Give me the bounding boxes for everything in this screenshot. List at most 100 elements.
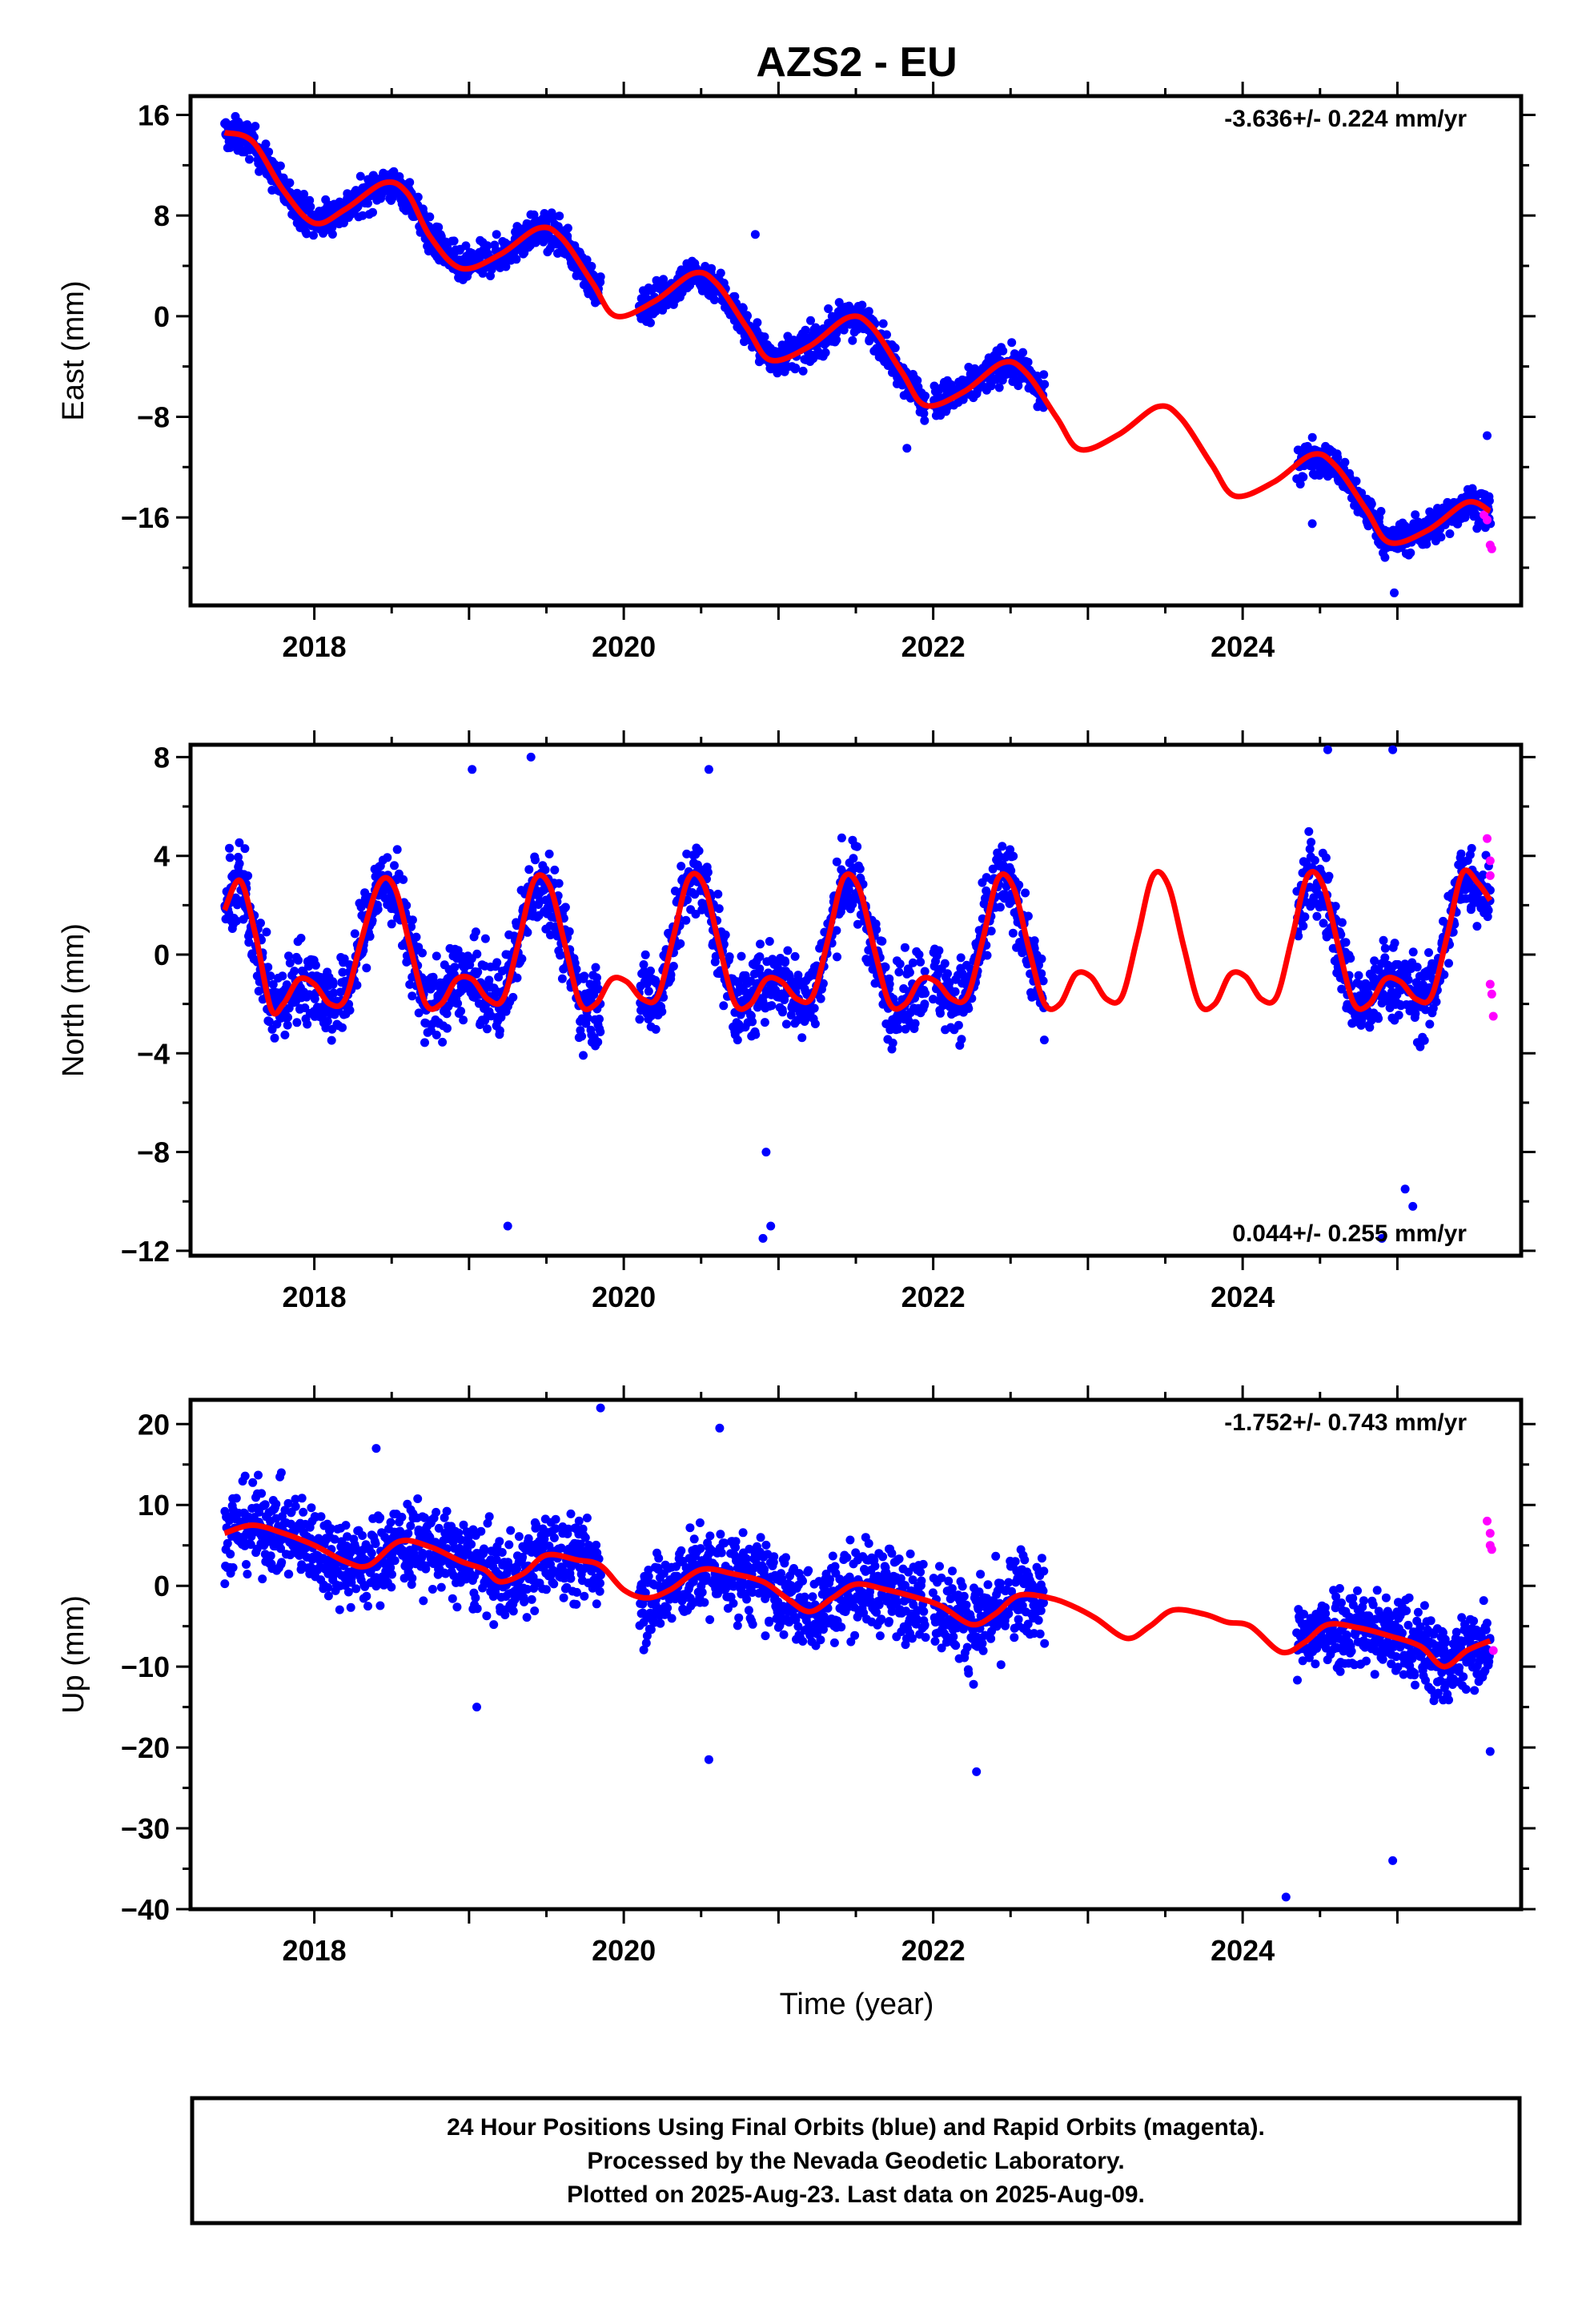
north-final-point bbox=[1419, 1035, 1429, 1045]
east-final-point bbox=[806, 316, 815, 325]
north-final-point bbox=[832, 857, 841, 866]
north-final-point bbox=[557, 974, 567, 983]
east-final-point bbox=[531, 238, 540, 247]
north-final-point bbox=[737, 951, 746, 961]
north-final-point bbox=[1321, 853, 1331, 862]
north-final-point bbox=[920, 999, 930, 1009]
north-final-point bbox=[1319, 919, 1328, 928]
north-rapid-point bbox=[1485, 856, 1495, 866]
east-final-point bbox=[832, 335, 841, 344]
north-final-point bbox=[362, 963, 371, 973]
north-final-point bbox=[950, 987, 960, 996]
north-final-point bbox=[733, 1035, 742, 1045]
east-final-point bbox=[890, 344, 900, 352]
east-final-point bbox=[292, 188, 302, 198]
east-xtick-label: 2018 bbox=[283, 630, 347, 663]
north-final-point bbox=[872, 925, 881, 935]
north-final-point bbox=[412, 932, 421, 942]
north-final-point bbox=[725, 952, 734, 962]
up-final-point bbox=[436, 1582, 446, 1592]
up-final-point bbox=[363, 1602, 372, 1611]
east-final-point bbox=[738, 304, 748, 313]
north-final-point bbox=[390, 861, 399, 870]
north-final-point bbox=[797, 1033, 807, 1043]
east-final-point bbox=[709, 296, 719, 304]
east-rapid-point bbox=[1483, 515, 1492, 525]
east-final-point bbox=[821, 348, 830, 357]
east-rate-label: -3.636+/- 0.224 mm/yr bbox=[1224, 106, 1467, 132]
north-final-point bbox=[1425, 1019, 1435, 1029]
up-final-point bbox=[284, 1570, 294, 1579]
north-final-point bbox=[1304, 826, 1314, 836]
east-final-point bbox=[449, 236, 459, 246]
north-xtick-label: 2022 bbox=[901, 1281, 966, 1313]
north-final-point bbox=[453, 999, 463, 1008]
up-final-point bbox=[297, 1494, 307, 1503]
north-final-point bbox=[756, 939, 765, 949]
up-final-point bbox=[476, 1526, 486, 1536]
east-ytick-label: 8 bbox=[154, 199, 170, 232]
east-final-point bbox=[659, 275, 669, 284]
up-final-point bbox=[390, 1556, 400, 1566]
east-final-point bbox=[1484, 496, 1494, 505]
east-final-point bbox=[483, 241, 492, 251]
east-final-point bbox=[1376, 507, 1386, 516]
up-final-point bbox=[497, 1548, 507, 1557]
north-final-point bbox=[554, 879, 564, 888]
north-final-point bbox=[833, 952, 841, 962]
east-final-point bbox=[839, 325, 849, 335]
north-ytick-label: 8 bbox=[154, 741, 170, 774]
north-rapid-point bbox=[1487, 989, 1496, 999]
up-final-point bbox=[226, 1550, 235, 1559]
north-final-point bbox=[593, 1037, 603, 1047]
north-xtick-label: 2018 bbox=[283, 1281, 347, 1313]
north-final-point bbox=[495, 1026, 504, 1035]
east-final-point bbox=[1436, 533, 1446, 542]
east-xtick-label: 2020 bbox=[592, 630, 656, 663]
north-final-point bbox=[432, 1030, 441, 1039]
north-ytick-label: −4 bbox=[137, 1037, 170, 1070]
north-final-point bbox=[480, 934, 490, 943]
up-final-point bbox=[307, 1503, 316, 1513]
east-points bbox=[220, 111, 1496, 597]
north-final-point bbox=[1456, 849, 1466, 858]
north-rapid-point bbox=[1485, 870, 1495, 880]
north-final-point bbox=[1300, 912, 1310, 922]
north-final-point bbox=[640, 950, 650, 959]
east-final-point bbox=[355, 171, 365, 181]
north-final-point bbox=[459, 1015, 468, 1025]
north-final-point bbox=[1021, 888, 1030, 898]
north-final-point bbox=[781, 1019, 791, 1029]
up-final-point bbox=[386, 1518, 396, 1527]
north-final-point bbox=[225, 843, 234, 853]
north-final-point bbox=[262, 927, 271, 937]
north-final-point bbox=[766, 1221, 776, 1231]
north-final-point bbox=[1411, 1009, 1420, 1019]
north-final-point bbox=[635, 1015, 644, 1024]
north-final-point bbox=[1008, 928, 1018, 938]
north-final-point bbox=[350, 929, 359, 939]
up-final-point bbox=[467, 1539, 476, 1549]
up-final-point bbox=[323, 1591, 333, 1601]
up-final-point bbox=[231, 1494, 241, 1503]
north-final-point bbox=[758, 1233, 768, 1243]
north-final-point bbox=[345, 1006, 355, 1015]
north-final-point bbox=[1341, 938, 1351, 947]
north-final-point bbox=[508, 992, 518, 1002]
north-final-point bbox=[677, 862, 686, 871]
north-final-point bbox=[365, 931, 375, 941]
east-final-point bbox=[1333, 453, 1343, 462]
east-final-point bbox=[753, 318, 762, 328]
north-final-point bbox=[894, 967, 904, 977]
north-final-point bbox=[420, 1038, 429, 1047]
up-final-point bbox=[260, 1500, 270, 1510]
east-final-point bbox=[1007, 338, 1017, 348]
east-final-point bbox=[1018, 348, 1028, 357]
east-final-point bbox=[582, 255, 592, 264]
east-ytick-label: 0 bbox=[154, 300, 170, 333]
north-final-point bbox=[888, 1038, 897, 1047]
east-final-point bbox=[1307, 519, 1317, 529]
up-final-point bbox=[291, 1502, 300, 1511]
